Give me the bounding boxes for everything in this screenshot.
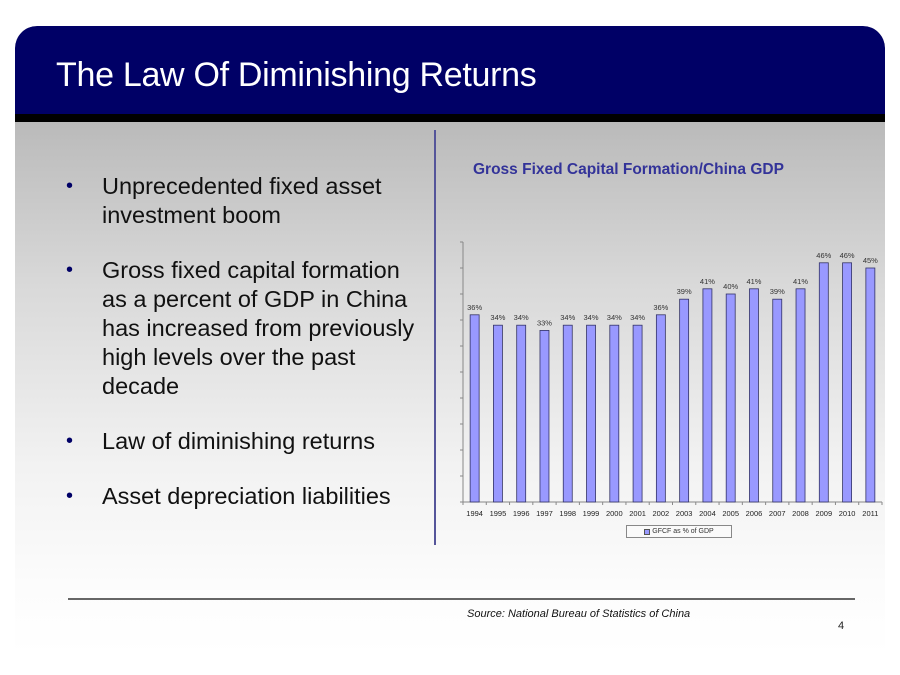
bar bbox=[632, 324, 643, 503]
bullet-dot-icon: • bbox=[66, 259, 74, 281]
bar bbox=[586, 324, 596, 503]
x-tick-label: 2011 bbox=[862, 509, 878, 518]
bullet-item: • Gross fixed capital formation as a per… bbox=[60, 256, 430, 401]
bar bbox=[655, 314, 666, 503]
data-label: 33% bbox=[537, 318, 552, 327]
data-label: 34% bbox=[514, 313, 529, 322]
bullet-item: • Asset depreciation liabilities bbox=[60, 482, 430, 511]
bar-chart: 36% 1994 34% 1995 34% 1996 33% 1997 34% 1998 34% 19… bbox=[460, 241, 883, 518]
bar bbox=[795, 288, 806, 503]
bullet-text: Asset depreciation liabilities bbox=[102, 483, 391, 509]
data-label: 34% bbox=[607, 313, 622, 322]
x-tick-label: 2006 bbox=[746, 509, 763, 518]
x-tick-label: 1998 bbox=[559, 509, 576, 518]
data-label: 41% bbox=[746, 277, 761, 286]
vertical-divider bbox=[434, 130, 436, 545]
bar bbox=[562, 324, 573, 503]
data-label: 41% bbox=[700, 277, 715, 286]
legend-label: GFCF as % of GDP bbox=[652, 528, 714, 535]
bar bbox=[865, 267, 876, 503]
x-tick-label: 2010 bbox=[839, 509, 856, 518]
legend-swatch bbox=[644, 528, 651, 535]
bar bbox=[702, 288, 713, 503]
bullet-dot-icon: • bbox=[66, 430, 74, 452]
data-label: 36% bbox=[653, 303, 668, 312]
chart-legend: GFCF as % of GDP bbox=[626, 525, 732, 538]
x-tick-label: 2008 bbox=[792, 509, 809, 518]
title-bar: The Law Of Diminishing Returns bbox=[15, 26, 885, 114]
bullet-item: • Law of diminishing returns bbox=[60, 427, 430, 456]
bar bbox=[842, 262, 852, 503]
bar bbox=[749, 288, 759, 503]
source-note: Source: National Bureau of Statistics of… bbox=[467, 608, 691, 620]
chart-title: Gross Fixed Capital Formation/China GDP bbox=[473, 161, 784, 178]
slide-title: The Law Of Diminishing Returns bbox=[56, 56, 537, 94]
bar bbox=[679, 298, 690, 503]
bar bbox=[493, 324, 503, 503]
x-tick-label: 2001 bbox=[629, 509, 646, 518]
bullet-text: Unprecedented fixed asset investment boo… bbox=[102, 173, 382, 228]
title-underline bbox=[15, 114, 885, 122]
bar bbox=[516, 324, 527, 503]
bar bbox=[725, 293, 736, 503]
bullet-dot-icon: • bbox=[66, 485, 74, 507]
data-label: 34% bbox=[584, 313, 599, 322]
x-tick-label: 1997 bbox=[536, 509, 553, 518]
x-tick-label: 1996 bbox=[513, 509, 530, 518]
data-label: 46% bbox=[816, 251, 831, 260]
page-number: 4 bbox=[838, 620, 845, 632]
bar bbox=[609, 324, 620, 503]
x-tick-label: 2009 bbox=[815, 509, 832, 518]
bar bbox=[772, 298, 783, 503]
bar bbox=[469, 314, 480, 503]
bullet-dot-icon: • bbox=[66, 175, 74, 197]
x-tick-label: 1994 bbox=[466, 509, 483, 518]
x-tick-label: 1999 bbox=[583, 509, 600, 518]
data-label: 46% bbox=[840, 251, 855, 260]
data-label: 36% bbox=[467, 303, 482, 312]
x-tick-label: 2002 bbox=[653, 509, 670, 518]
bullet-list: • Unprecedented fixed asset investment b… bbox=[60, 172, 430, 537]
x-tick-label: 2005 bbox=[722, 509, 739, 518]
x-tick-label: 2000 bbox=[606, 509, 623, 518]
bullet-text: Gross fixed capital formation as a perce… bbox=[102, 257, 415, 399]
x-tick-label: 1995 bbox=[490, 509, 507, 518]
data-label: 34% bbox=[490, 313, 505, 322]
data-label: 40% bbox=[723, 282, 738, 291]
bar bbox=[539, 330, 550, 503]
bullet-text: Law of diminishing returns bbox=[102, 428, 375, 454]
bullet-item: • Unprecedented fixed asset investment b… bbox=[60, 172, 400, 230]
x-tick-label: 2004 bbox=[699, 509, 716, 518]
bar bbox=[818, 262, 829, 503]
data-label: 34% bbox=[630, 313, 645, 322]
data-label: 45% bbox=[863, 256, 878, 265]
slide-background: The Law Of Diminishing Returns bbox=[15, 26, 885, 656]
footer-rule bbox=[68, 598, 855, 600]
x-tick-label: 2003 bbox=[676, 509, 693, 518]
data-label: 41% bbox=[793, 277, 808, 286]
data-label: 34% bbox=[560, 313, 575, 322]
data-label: 39% bbox=[770, 287, 785, 296]
data-label: 39% bbox=[677, 287, 692, 296]
x-tick-label: 2007 bbox=[769, 509, 786, 518]
